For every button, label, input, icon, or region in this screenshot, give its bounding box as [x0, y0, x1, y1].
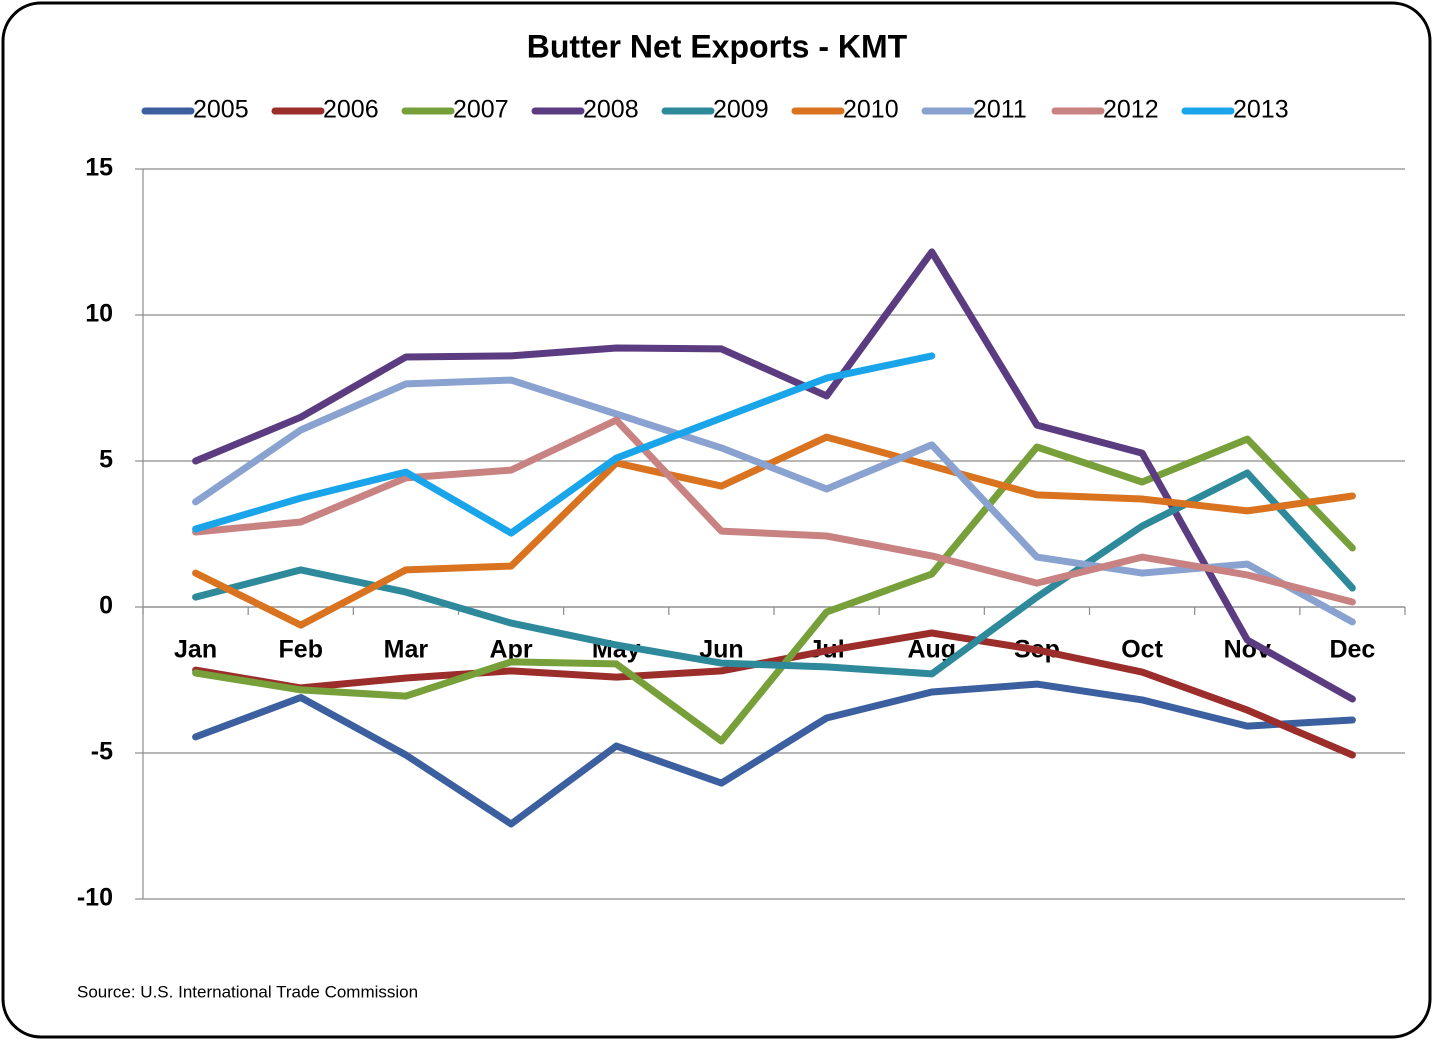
- series-line: [192, 629, 1356, 759]
- series-line: [192, 469, 1356, 678]
- y-tick-label: 15: [85, 154, 113, 182]
- legend-label: 2010: [843, 96, 899, 124]
- series-line: [192, 416, 1356, 606]
- source-note: Source: U.S. International Trade Commiss…: [77, 982, 418, 1001]
- legend-label: 2007: [453, 96, 509, 124]
- x-tick-label: Mar: [384, 636, 429, 664]
- y-tick-label: 5: [99, 446, 113, 474]
- legend-label: 2006: [323, 96, 379, 124]
- legend-label: 2008: [583, 96, 639, 124]
- legend-label: 2012: [1103, 96, 1159, 124]
- legend-label: 2013: [1233, 96, 1289, 124]
- y-tick-label: 10: [85, 300, 113, 328]
- series-line: [192, 680, 1356, 828]
- y-tick-label: 0: [99, 592, 113, 620]
- y-tick-label: -10: [77, 884, 113, 912]
- chart-title: Butter Net Exports - KMT: [527, 28, 908, 64]
- x-tick-label: Oct: [1121, 636, 1163, 664]
- legend-label: 2009: [713, 96, 769, 124]
- x-tick-label: Feb: [279, 636, 323, 664]
- series-line: [192, 352, 936, 537]
- legend-label: 2005: [193, 96, 249, 124]
- y-tick-label: -5: [91, 738, 113, 766]
- series-line: [192, 435, 1356, 745]
- x-tick-label: Jan: [174, 636, 217, 664]
- x-tick-label: Dec: [1329, 636, 1375, 664]
- series-line: [192, 248, 1356, 703]
- series-line: [192, 376, 1356, 626]
- legend-label: 2011: [973, 96, 1027, 124]
- series-line: [192, 433, 1356, 629]
